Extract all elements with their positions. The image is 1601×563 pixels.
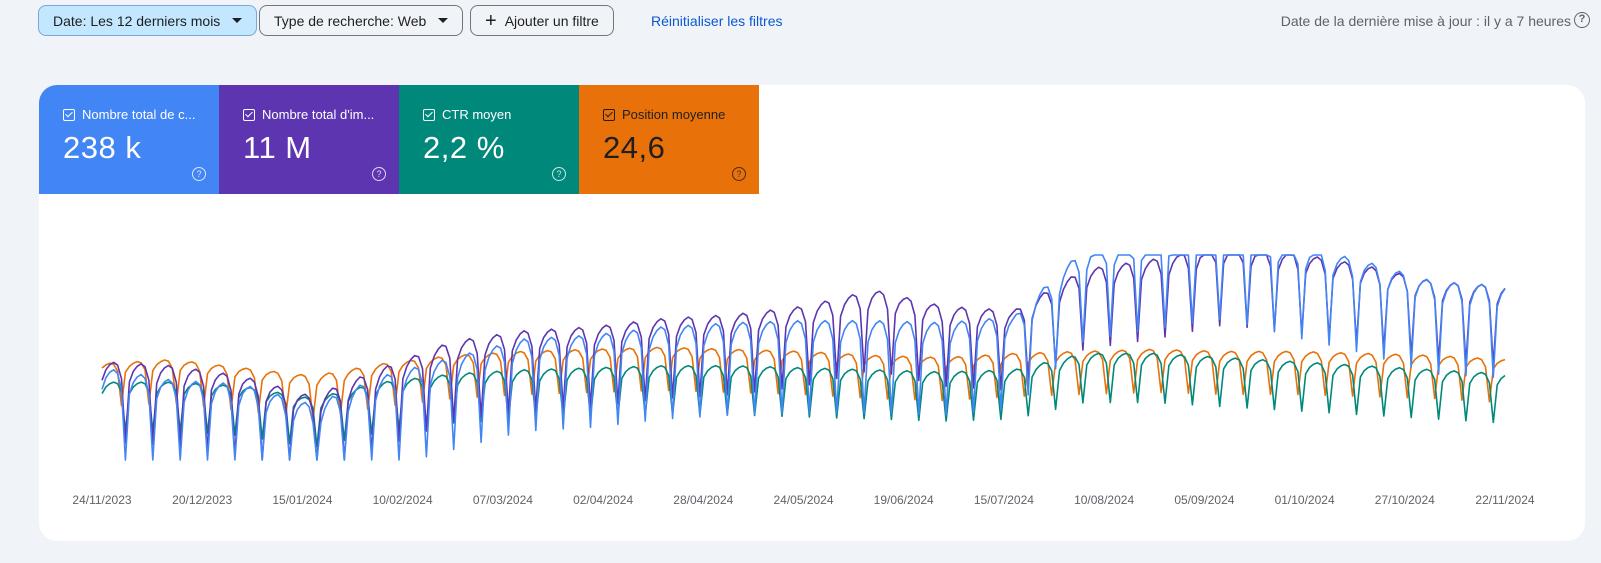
add-filter-button[interactable]: + Ajouter un filtre — [470, 5, 614, 36]
metric-label: Position moyenne — [622, 107, 726, 122]
add-filter-label: Ajouter un filtre — [504, 12, 599, 29]
checkbox-icon[interactable] — [603, 108, 615, 121]
x-tick-label: 10/02/2024 — [373, 493, 433, 507]
x-tick-label: 07/03/2024 — [473, 493, 533, 507]
help-icon[interactable]: ? — [192, 167, 206, 181]
plus-icon: + — [485, 9, 497, 32]
metric-label: Nombre total de c... — [82, 107, 196, 122]
checkbox-icon[interactable] — [423, 108, 435, 121]
metric-tab-clicks[interactable]: Nombre total de c... 238 k ? — [39, 85, 219, 194]
x-tick-label: 22/11/2024 — [1475, 493, 1534, 507]
checkbox-icon[interactable] — [63, 108, 75, 121]
series-line-clicks — [101, 254, 1506, 461]
checkbox-icon[interactable] — [243, 108, 255, 121]
x-tick-label: 15/01/2024 — [272, 493, 332, 507]
search-type-filter-label: Type de recherche: Web — [274, 12, 427, 29]
help-icon[interactable]: ? — [1574, 12, 1590, 28]
metric-value: 11 M — [243, 130, 312, 165]
chevron-down-icon — [232, 18, 243, 23]
metric-value: 238 k — [63, 130, 142, 165]
series-line-impressions — [101, 254, 1506, 461]
last-update-text: Date de la dernière mise à jour : il y a… — [1280, 13, 1571, 29]
x-tick-label: 28/04/2024 — [673, 493, 733, 507]
x-tick-label: 10/08/2024 — [1074, 493, 1134, 507]
x-tick-label: 19/06/2024 — [874, 493, 934, 507]
x-tick-label: 24/11/2023 — [72, 493, 131, 507]
help-icon[interactable]: ? — [372, 167, 386, 181]
x-tick-label: 20/12/2023 — [172, 493, 232, 507]
metric-tabs: Nombre total de c... 238 k ? Nombre tota… — [39, 85, 759, 194]
performance-card: 24/11/2023 20/12/2023 15/01/2024 10/02/2024… — [39, 85, 1585, 541]
x-tick-label: 02/04/2024 — [573, 493, 633, 507]
chevron-down-icon — [438, 18, 449, 23]
x-tick-label: 05/09/2024 — [1174, 493, 1234, 507]
series-line-position — [101, 346, 1506, 420]
x-tick-label: 15/07/2024 — [974, 493, 1034, 507]
x-tick-label: 01/10/2024 — [1275, 493, 1335, 507]
filter-toolbar: Date: Les 12 derniers mois Type de reche… — [0, 0, 1601, 42]
metric-tab-impressions[interactable]: Nombre total d'im... 11 M ? — [219, 85, 399, 194]
reset-filters-link[interactable]: Réinitialiser les filtres — [651, 13, 783, 29]
performance-chart: 24/11/2023 20/12/2023 15/01/2024 10/02/2024… — [72, 254, 1535, 507]
date-filter-label: Date: Les 12 derniers mois — [53, 12, 221, 29]
series-line-ctr — [101, 352, 1506, 448]
date-filter-chip[interactable]: Date: Les 12 derniers mois — [38, 5, 258, 36]
search-type-filter-chip[interactable]: Type de recherche: Web — [259, 5, 464, 36]
metric-label: Nombre total d'im... — [262, 107, 375, 122]
metric-label: CTR moyen — [442, 107, 512, 122]
metric-tab-ctr[interactable]: CTR moyen 2,2 % ? — [399, 85, 579, 194]
metric-value: 24,6 — [603, 130, 666, 165]
metric-value: 2,2 % — [423, 130, 505, 165]
help-icon[interactable]: ? — [552, 167, 566, 181]
help-icon[interactable]: ? — [732, 167, 746, 181]
x-tick-label: 27/10/2024 — [1375, 493, 1435, 507]
metric-tab-position[interactable]: Position moyenne 24,6 ? — [579, 85, 759, 194]
x-tick-label: 24/05/2024 — [773, 493, 833, 507]
